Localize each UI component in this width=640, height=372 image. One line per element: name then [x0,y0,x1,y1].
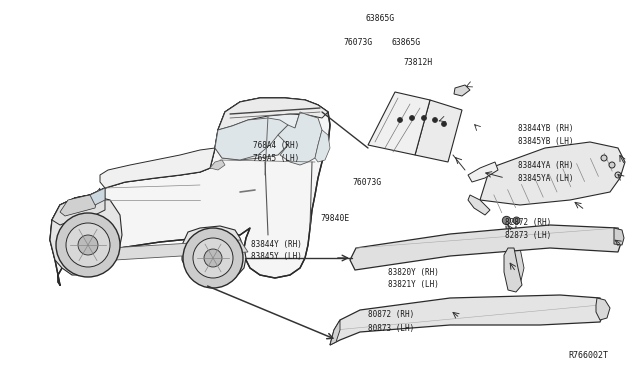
Circle shape [183,228,243,288]
Circle shape [397,118,403,122]
Text: 83844YA (RH): 83844YA (RH) [518,160,573,170]
Text: 80872 (RH): 80872 (RH) [368,311,414,320]
Circle shape [410,115,415,121]
Circle shape [615,172,621,178]
Polygon shape [350,225,622,270]
Text: 63865G: 63865G [365,13,394,22]
Circle shape [442,122,447,126]
Polygon shape [415,100,462,162]
Text: 768A4 (RH): 768A4 (RH) [253,141,300,150]
Text: 82872 (RH): 82872 (RH) [505,218,551,227]
Polygon shape [468,195,490,215]
Text: 80873 (LH): 80873 (LH) [368,324,414,333]
Circle shape [433,118,438,122]
Text: 83845YB (LH): 83845YB (LH) [518,137,573,145]
Circle shape [193,238,233,278]
Polygon shape [215,98,305,160]
Polygon shape [100,148,215,188]
Text: 83844Y (RH): 83844Y (RH) [251,240,302,248]
Polygon shape [278,112,322,165]
Polygon shape [215,118,288,160]
Text: 79840E: 79840E [320,214,349,222]
Polygon shape [50,98,330,285]
Polygon shape [52,188,105,225]
Circle shape [66,223,110,267]
Text: 83845Y (LH): 83845Y (LH) [251,253,302,262]
Text: 769A5 (LH): 769A5 (LH) [253,154,300,163]
Polygon shape [60,188,100,216]
Text: 73812H: 73812H [403,58,432,67]
Polygon shape [315,130,330,162]
Text: 83845YA (LH): 83845YA (LH) [518,173,573,183]
Polygon shape [182,226,246,282]
Text: 76073G: 76073G [343,38,372,46]
Polygon shape [90,188,105,205]
Polygon shape [368,92,430,155]
Polygon shape [454,85,470,96]
Circle shape [609,162,615,168]
Polygon shape [210,160,225,170]
Polygon shape [50,195,122,275]
Polygon shape [504,248,522,292]
Circle shape [204,249,222,267]
Text: 83844YB (RH): 83844YB (RH) [518,124,573,132]
Polygon shape [596,298,610,320]
Text: 76073G: 76073G [352,177,381,186]
Polygon shape [510,248,524,290]
Circle shape [56,213,120,277]
Text: 83821Y (LH): 83821Y (LH) [388,280,439,289]
Polygon shape [468,162,498,182]
Circle shape [78,235,98,255]
Polygon shape [330,320,340,345]
Circle shape [601,155,607,161]
Polygon shape [110,240,248,260]
Text: 83820Y (RH): 83820Y (RH) [388,267,439,276]
Circle shape [422,115,426,121]
Polygon shape [614,228,624,245]
Text: 82873 (LH): 82873 (LH) [505,231,551,240]
Text: 63865G: 63865G [392,38,421,46]
Polygon shape [480,142,625,205]
Polygon shape [330,295,605,345]
Text: R766002T: R766002T [568,350,608,359]
Polygon shape [218,98,328,130]
